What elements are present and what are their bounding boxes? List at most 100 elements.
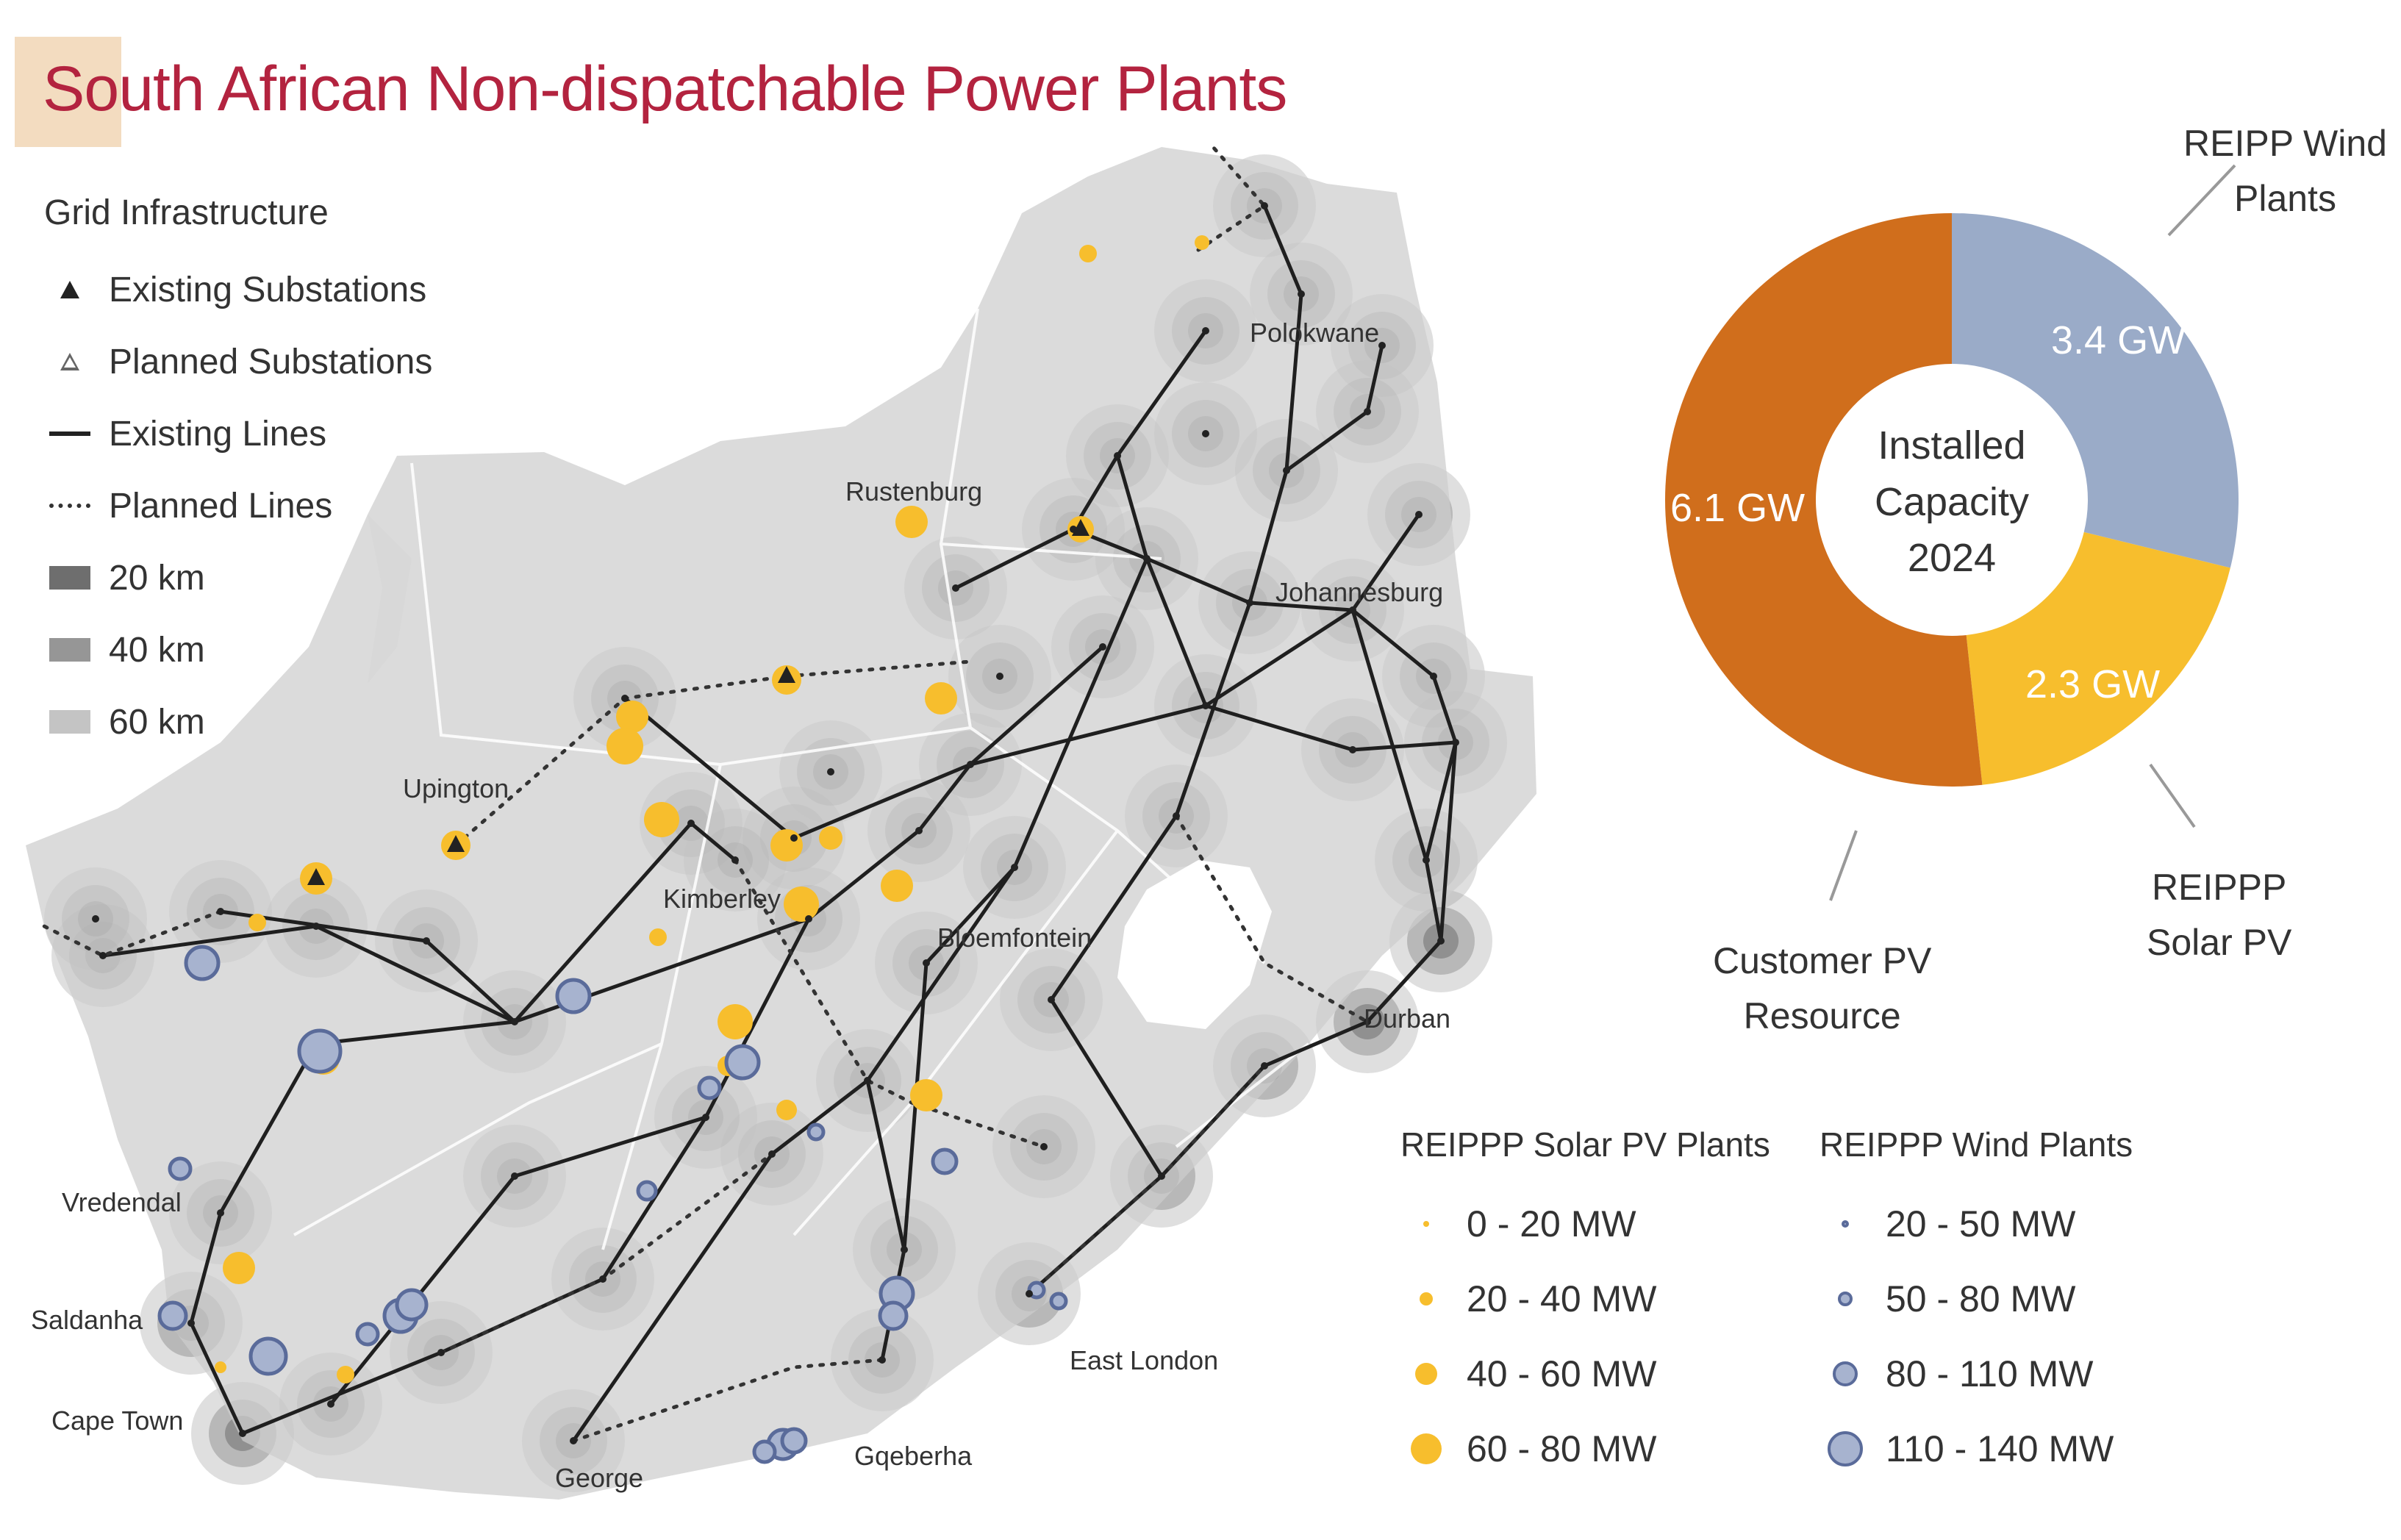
substation-marker (1298, 290, 1305, 298)
solar-segment-label: REIPPP Solar PV (2147, 860, 2291, 970)
substation-marker (1415, 511, 1423, 518)
legend-item-40km: 40 km (44, 614, 432, 686)
legend-label: 60 km (109, 702, 205, 742)
page-title: South African Non-dispatchable Power Pla… (43, 54, 1287, 124)
legend-title: Grid Infrastructure (44, 193, 329, 232)
wind-plant (184, 945, 221, 981)
legend-label: 0 - 20 MW (1467, 1203, 1636, 1244)
legend-item-planned-substations: Planned Substations (44, 326, 432, 398)
solar-pv-plant (784, 887, 819, 922)
planned-line (454, 659, 973, 848)
dotted-line-icon (49, 504, 90, 508)
center-label-line: 2024 (1907, 536, 1997, 581)
label-line: Solar PV (2147, 922, 2292, 963)
solar-pv-plant (1079, 245, 1097, 262)
donut-leader-lines (1829, 164, 2236, 901)
substation-marker (511, 1172, 518, 1180)
label-line: Customer PV (1713, 940, 1932, 981)
substation-marker (1114, 452, 1121, 459)
city-label-durban: Durban (1364, 1003, 1451, 1034)
substation-marker (1011, 864, 1018, 871)
legend-label: 40 - 60 MW (1467, 1353, 1657, 1394)
existing-line (1049, 601, 1252, 1178)
legend-item-solar-20-40: 20 - 40 MW (1400, 1261, 1770, 1336)
planned-line (733, 858, 1046, 1149)
substation-marker (239, 1430, 246, 1437)
lesotho (1117, 860, 1272, 1029)
city-label-saldanha: Saldanha (31, 1305, 143, 1335)
substation-marker (1246, 599, 1253, 606)
legend-label: Existing Substations (109, 270, 427, 309)
city-label-kimberley: Kimberley (663, 884, 781, 914)
substation-marker (1202, 327, 1209, 334)
substation-marker (1283, 467, 1290, 474)
wind-plant (931, 1147, 959, 1175)
hollow-triangle-icon (60, 353, 79, 370)
swatch-20km (49, 566, 90, 590)
filled-triangle-icon (60, 281, 79, 298)
customer-pv-segment-label: Customer PV Resource (1713, 934, 1931, 1044)
legend-label: 60 - 80 MW (1467, 1428, 1657, 1469)
substation-marker (1040, 1143, 1048, 1150)
substation-marker (1026, 1290, 1033, 1297)
substation-marker (1202, 702, 1209, 709)
substation-marker (901, 1246, 908, 1253)
legend-item-wind-80-110: 80 - 110 MW (1819, 1336, 2133, 1411)
substation-marker (1158, 1172, 1165, 1180)
label-line: Resource (1743, 995, 1901, 1036)
substation-marker (217, 908, 224, 915)
solar-pv-plant (649, 928, 667, 946)
legend-label: Planned Substations (109, 342, 433, 382)
legend-label: 80 - 110 MW (1886, 1353, 2094, 1394)
substation-marker (599, 1275, 606, 1283)
legend-label: 110 - 140 MW (1886, 1428, 2114, 1469)
donut-segment-reippp-solar-pv (1966, 531, 2230, 785)
solar-pv-plant (718, 1004, 753, 1039)
city-label-johannesburg: Johannesburg (1275, 577, 1444, 607)
substation-marker (1261, 202, 1268, 209)
substations (92, 202, 1459, 1444)
city-label-cape-town: Cape Town (51, 1405, 184, 1436)
solar-pv-plant (910, 1079, 942, 1111)
city-label-bloemfontein: Bloemfontein (937, 923, 1092, 953)
legend-title: REIPPP Solar PV Plants (1400, 1125, 1770, 1164)
solar-dot-icon (1423, 1221, 1429, 1227)
substation-marker (312, 923, 320, 930)
legend-item-solar-40-60: 40 - 60 MW (1400, 1336, 1770, 1411)
solar-dot-icon (1411, 1433, 1442, 1464)
existing-line (1248, 204, 1303, 605)
legend-item-wind-20-50: 20 - 50 MW (1819, 1186, 2133, 1261)
substation-marker (967, 761, 974, 768)
substation-marker (437, 1349, 445, 1356)
solar-dot-icon (1415, 1363, 1437, 1385)
legend-label: 20 - 40 MW (1467, 1278, 1657, 1319)
legend-item-existing-lines: Existing Lines (44, 398, 432, 470)
wind-dot-icon (1828, 1431, 1863, 1466)
legend-item-solar-60-80: 60 - 80 MW (1400, 1411, 1770, 1486)
wind-segment-label: REIPP Wind Plants (2183, 116, 2387, 226)
substation-marker (511, 1018, 518, 1025)
substation-marker (1173, 812, 1180, 820)
legend-item-existing-substations: Existing Substations (44, 254, 432, 326)
wind-value-label: 3.4 GW (2051, 318, 2186, 362)
label-line: REIPP Wind (2183, 123, 2387, 164)
substation-marker (1378, 342, 1386, 349)
existing-substation-icon (778, 666, 795, 683)
solar-pv-plant (616, 701, 648, 733)
center-label-line: Installed (1878, 423, 2026, 468)
solar-pv-plant (819, 826, 842, 850)
label-line: REIPPP (2151, 867, 2287, 908)
city-label-upington: Upington (403, 773, 509, 803)
wind-plant (636, 1180, 658, 1202)
substation-marker (217, 1209, 224, 1217)
wind-plant (248, 1336, 288, 1376)
solar-pv-plant (606, 728, 643, 764)
legend-label: 20 - 50 MW (1886, 1203, 2076, 1244)
existing-line (623, 512, 1421, 840)
substation-marker (702, 1114, 709, 1121)
substation-marker (570, 1437, 577, 1444)
solar-pv-plant (770, 829, 803, 862)
title-accent-box (15, 37, 121, 147)
legend-label: Planned Lines (109, 486, 333, 526)
wind-plant (878, 1300, 909, 1331)
